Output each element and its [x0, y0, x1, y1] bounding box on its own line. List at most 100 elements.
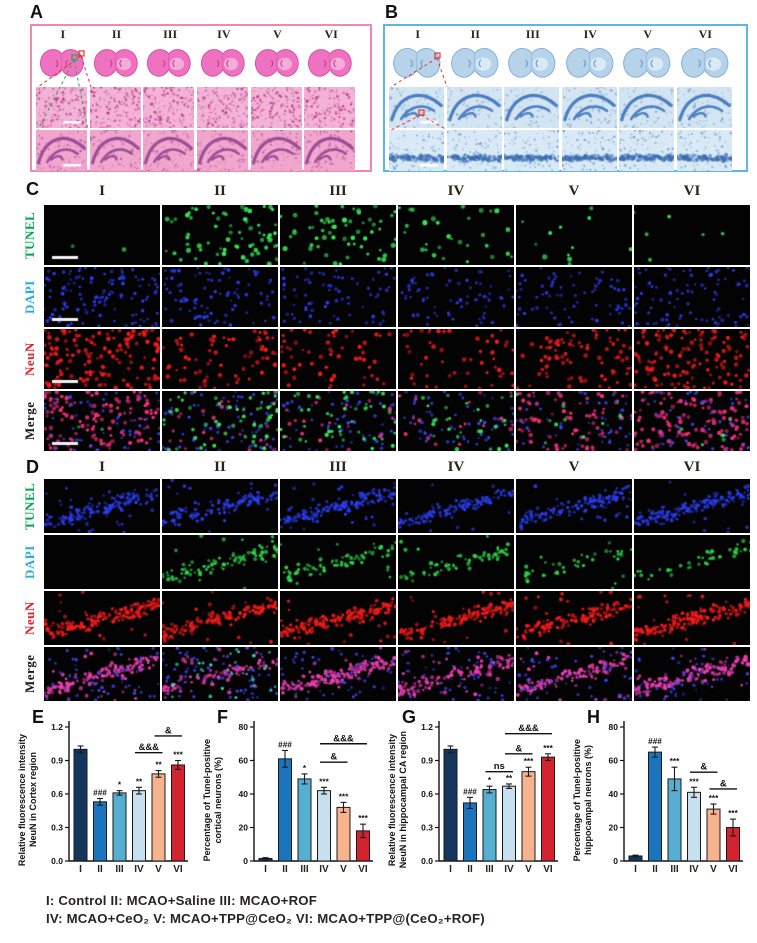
panel-b-zoom-row1-I-image — [389, 87, 444, 128]
panel-b-zoom-row1-III-image — [504, 87, 559, 128]
panel-c-neun-I-image — [44, 329, 160, 389]
chart-G-bar-II — [463, 802, 477, 862]
panel-c-tunel-V-image — [516, 205, 632, 265]
chart-G-y-tick: 1.2 — [421, 722, 433, 732]
chart-H-y-axis-title-line-1: Percentage of Tunel-positive — [571, 738, 582, 862]
panel-c-merge-VI-image — [634, 391, 750, 451]
group-legend: I: Control II: MCAO+Saline III: MCAO+ROF… — [46, 892, 485, 928]
panel-a-zoom-row1-II-image — [89, 87, 141, 128]
chart-E-x-tick-VI: VI — [173, 864, 183, 875]
chart-G-plot: 0.0 0.3 0.6 0.9 1.2 I ### II * III ** IV *** V *** VI ns… — [421, 721, 558, 875]
panel-a-zoom-row1-IV-image — [197, 87, 248, 128]
chart-H-y-axis-title: Percentage of Tunel-positive hippocampal … — [569, 711, 597, 889]
chart-E-plot: 0.0 0.3 0.6 0.9 1.2 I ### II * III ** IV ** V *** VI &&&… — [51, 721, 188, 875]
panel-c-merge-II-image — [162, 391, 278, 451]
panel-a-column-header-V: V — [273, 27, 282, 41]
panel-d-merge-I-image — [44, 647, 160, 701]
chart-G-comparison-3: &&& — [518, 723, 539, 734]
panel-a-brain-IV — [199, 43, 247, 84]
panel-a-brain-VI — [306, 43, 354, 84]
chart-E-bar-IV — [132, 790, 146, 862]
chart-F-bar-III — [297, 778, 312, 862]
panel-b-column-header-III: III — [525, 27, 540, 41]
chart-F-sig-V: *** — [339, 792, 349, 801]
panel-d-column-header-IV: IV — [447, 459, 465, 475]
chart-H-x-tick-III: III — [670, 864, 679, 875]
chart-E-sig-II: ### — [93, 788, 107, 797]
panel-e-label: E — [32, 707, 45, 727]
chart-E-x-tick-I: I — [79, 864, 82, 875]
chart-F-comparison-2: &&& — [333, 733, 354, 744]
chart-E: E Relative fluorescence intensity NeuN in … — [14, 707, 199, 891]
brain-section-image — [508, 47, 556, 78]
chart-F-bar-IV — [317, 790, 331, 862]
chart-G-sig-VI: *** — [543, 744, 553, 753]
panel-d-tunel-III-image — [280, 479, 396, 533]
chart-F-y-tick: 40 — [239, 789, 249, 799]
chart-H-x-tick-I: I — [634, 864, 637, 875]
brain-section-image — [450, 47, 498, 78]
chart-G-sig-IV: ** — [506, 774, 513, 783]
chart-G-x-tick-V: V — [525, 864, 532, 875]
chart-F-x-tick-V: V — [340, 864, 347, 875]
panel-d-dapi-VI-image — [634, 535, 750, 589]
chart-G-sig-III: * — [488, 776, 492, 785]
chart-G-y-axis-title-line-1: Relative fluorescence intensity — [386, 733, 397, 867]
panel-b-label: B — [385, 2, 398, 22]
panel-d-row-label-dapi: DAPI — [22, 545, 37, 579]
panel-c-column-header-III: III — [329, 183, 347, 199]
panel-d-tunel-IV-image — [398, 479, 514, 533]
chart-F-sig-II: ### — [278, 740, 292, 749]
panel-c-tunel-VI-image — [634, 205, 750, 265]
chart-G-comparison-1: ns — [494, 761, 505, 772]
chart-H-comparison-1: & — [700, 762, 707, 773]
brain-section-image — [565, 47, 613, 78]
panel-d-column-header-II: II — [214, 459, 226, 475]
panel-c-row-label-merge: Merge — [22, 401, 37, 441]
chart-G-body: Relative fluorescence intensity NeuN in h… — [384, 711, 562, 889]
chart-E-bar-I — [73, 748, 88, 862]
panel-c-row-label-dapi: DAPI — [22, 280, 37, 314]
panel-b-zoom-row1-V-image — [619, 87, 674, 128]
brain-section-image — [623, 47, 671, 78]
chart-G-x-tick-VI: VI — [543, 864, 553, 875]
panel-b-zoom-row1-IV-image — [561, 87, 617, 128]
panel-b-zoom-row2-VI-image — [676, 130, 732, 171]
chart-H-body: Percentage of Tunel-positive hippocampal … — [569, 711, 747, 889]
panel-a-brain-I — [38, 43, 86, 84]
chart-E-bar-VI — [171, 764, 185, 862]
chart-F-sig-VI: *** — [358, 814, 368, 823]
chart-E-sig-V: ** — [155, 761, 162, 770]
panel-b-column-header-VI: VI — [698, 27, 712, 41]
panel-d-row-label-tunel: TUNEL — [22, 482, 37, 530]
panel-c-merge-III-image — [280, 391, 396, 451]
chart-F-y-tick: 0 — [243, 856, 248, 866]
panel-a-column-header-IV: IV — [217, 27, 231, 41]
panel-c-tunel-III-image — [280, 205, 396, 265]
chart-G-y-tick: 0.0 — [421, 856, 433, 866]
chart-G-sig-V: *** — [524, 757, 534, 766]
chart-G-comparison-2: & — [515, 743, 522, 754]
panel-d-tunel-VI-image — [634, 479, 750, 533]
panel-d-column-header-III: III — [329, 459, 347, 475]
chart-F-bar-II — [278, 758, 292, 862]
chart-H-comparison-2: & — [720, 778, 727, 789]
panel-d-neun-IV-image — [398, 591, 514, 645]
panel-b-brain-IV — [564, 43, 616, 84]
panel-a-zoom-row2-V-image — [250, 130, 302, 171]
brain-section-image — [254, 49, 299, 77]
chart-G-y-tick: 0.6 — [421, 789, 433, 799]
panel-b-brain-I — [391, 43, 443, 84]
panel-a-zoom-row1-III-image — [143, 87, 195, 128]
panel-c-row-label-tunel: TUNEL — [22, 211, 37, 259]
panel-a-zoom-row2-VI-image — [304, 130, 356, 171]
chart-G-bar-IV — [502, 785, 516, 862]
panel-c-cortex-fluorescence-grid: I II III IV V VI TUNEL DAPI NeuN Merge — [20, 183, 756, 455]
panel-b-zoom-row2-III-image — [504, 130, 559, 171]
panel-d-row-label-neun: NeuN — [22, 601, 37, 635]
panel-b-brain-V — [621, 43, 673, 84]
chart-F-body: Percentage of Tunel-positive cortical neu… — [199, 711, 377, 889]
panel-c-column-header-II: II — [214, 183, 226, 199]
panel-a-zoom-row2-IV-image — [197, 130, 248, 171]
panel-d-merge-III-image — [280, 647, 396, 701]
